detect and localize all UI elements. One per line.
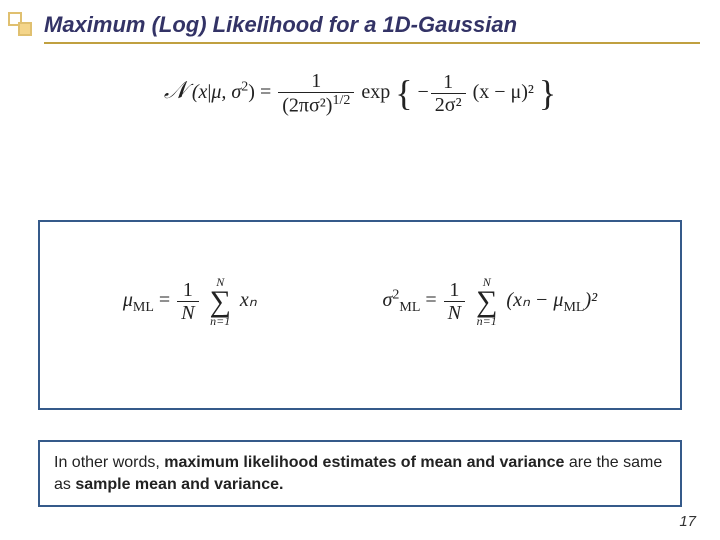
script-n: 𝒩: [164, 78, 187, 104]
slide-title: Maximum (Log) Likelihood for a 1D-Gaussi…: [44, 12, 517, 38]
gaussian-pdf-equation: 𝒩 (x|μ, σ2) = 1 (2πσ²)1/2 exp { − 1 2σ² …: [100, 70, 620, 117]
pdf-fraction-2: 1 2σ²: [431, 71, 466, 116]
title-bar: Maximum (Log) Likelihood for a 1D-Gaussi…: [0, 8, 720, 46]
page-number: 17: [679, 513, 696, 530]
sigma-ml-equation: σ2ML = 1 N N ∑ n=1 (xₙ − μML)²: [383, 276, 598, 327]
sum-icon: N ∑ n=1: [476, 276, 497, 327]
footer-note-text: In other words, maximum likelihood estim…: [54, 452, 666, 495]
footer-note-box: In other words, maximum likelihood estim…: [38, 440, 682, 507]
title-underline: [44, 42, 700, 44]
pdf-fraction-1: 1 (2πσ²)1/2: [278, 70, 354, 117]
slide: Maximum (Log) Likelihood for a 1D-Gaussi…: [0, 0, 720, 540]
title-decorator-icon: [8, 12, 38, 42]
mu-ml-equation: μML = 1 N N ∑ n=1 xₙ: [123, 276, 257, 327]
sum-icon: N ∑ n=1: [210, 276, 231, 327]
ml-estimates-box: μML = 1 N N ∑ n=1 xₙ σ2ML = 1 N: [38, 220, 682, 410]
